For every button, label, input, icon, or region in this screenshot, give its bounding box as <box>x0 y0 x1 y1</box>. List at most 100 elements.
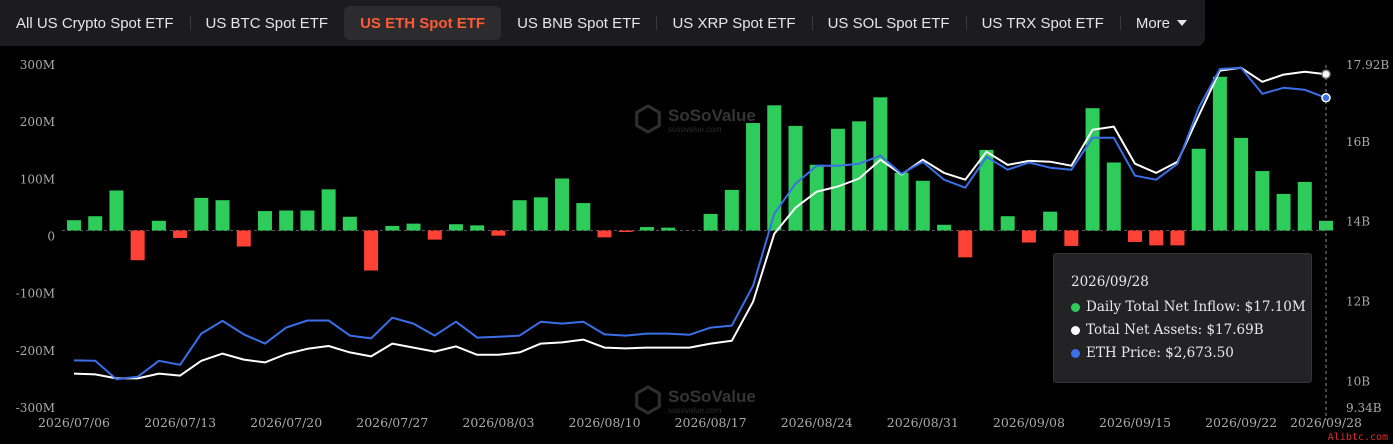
inflow-bar <box>937 224 952 231</box>
tooltip-inflow: Daily Total Net Inflow: $17.10M <box>1086 299 1306 315</box>
right-axis-tick-label: 9.34B <box>1346 401 1382 415</box>
right-axis-tick-label: 10B <box>1346 375 1370 389</box>
inflow-bar <box>109 190 124 231</box>
watermark-subtext: sosovalue.com <box>668 125 722 134</box>
inflow-bar <box>512 200 527 231</box>
inflow-bar <box>597 230 612 238</box>
left-axis-tick-label: -200M <box>16 344 55 358</box>
inflow-bar <box>576 203 591 231</box>
x-axis-tick-label: 2026/07/06 <box>38 415 110 430</box>
x-axis-tick-label: 2026/07/13 <box>144 415 216 430</box>
inflow-bar <box>1149 230 1164 246</box>
inflow-bar <box>236 230 251 247</box>
inflow-bar <box>88 216 103 231</box>
inflow-bar <box>342 216 357 231</box>
inflow-bar <box>321 189 336 231</box>
left-axis-tick-label: -300M <box>16 401 55 415</box>
inflow-bar <box>470 225 485 231</box>
inflow-bar <box>194 197 209 231</box>
inflow-bar <box>300 210 315 231</box>
inflow-bar <box>67 220 81 231</box>
tab-us-sol-spot-etf[interactable]: US SOL Spot ETF <box>811 6 966 40</box>
inflow-bar <box>1128 230 1143 242</box>
caret-down-icon <box>1177 20 1188 26</box>
watermark-text: SoSoValue <box>668 106 756 125</box>
inflow-bar <box>555 178 570 231</box>
inflow-bar <box>873 97 888 231</box>
inflow-bar <box>661 227 676 231</box>
left-axis-tick-label: 100M <box>20 172 55 186</box>
price-dot-icon <box>1071 348 1080 358</box>
inflow-bar <box>448 224 463 231</box>
inflow-bar <box>915 180 930 231</box>
etf-tab-bar: All US Crypto Spot ETF US BTC Spot ETF US … <box>0 0 1205 46</box>
sosovalue-logo-icon <box>635 385 661 415</box>
inflow-bar <box>1319 220 1333 231</box>
left-axis-tick-label: 300M <box>20 58 55 72</box>
inflow-bar <box>767 105 782 231</box>
sosovalue-logo-icon <box>635 104 661 134</box>
inflow-bar <box>830 128 845 231</box>
right-axis-tick-label: 16B <box>1346 135 1370 149</box>
x-axis-tick-label: 2026/07/27 <box>356 415 428 430</box>
tab-all-us-crypto-spot-etf[interactable]: All US Crypto Spot ETF <box>16 14 174 32</box>
left-axis-tick-label: 200M <box>20 115 55 129</box>
chart-tooltip: 2026/09/28 Daily Total Net Inflow: $17.1… <box>1053 253 1312 383</box>
inflow-bar <box>385 225 400 231</box>
x-axis-tick-label: 2026/08/24 <box>781 415 853 430</box>
x-axis-tick-label: 2026/09/15 <box>1099 415 1171 430</box>
tab-us-bnb-spot-etf[interactable]: US BNB Spot ETF <box>517 14 641 32</box>
inflow-bar <box>1170 230 1185 246</box>
inflow-bar <box>809 164 824 231</box>
inflow-bar <box>1297 181 1312 231</box>
tooltip-assets-row: Total Net Assets: $17.69B <box>1071 322 1264 338</box>
right-axis-tick-label: 12B <box>1346 295 1370 309</box>
x-axis-tick-label: 2026/08/31 <box>887 415 959 430</box>
inflow-bar <box>746 123 761 231</box>
inflow-bar <box>279 210 294 231</box>
inflow-bar <box>618 230 633 232</box>
left-axis-tick-label: -100M <box>16 287 55 301</box>
left-axis-tick-label: 0 <box>47 230 55 244</box>
inflow-bar <box>1021 230 1036 243</box>
tab-us-xrp-spot-etf[interactable]: US XRP Spot ETF <box>656 6 811 40</box>
tooltip-assets: Total Net Assets: $17.69B <box>1086 322 1264 338</box>
inflow-bar <box>703 213 718 231</box>
tooltip-price-row: ETH Price: $2,673.50 <box>1071 345 1234 361</box>
inflow-bar <box>1000 216 1015 231</box>
inflow-bar <box>1276 193 1291 231</box>
inflow-bar <box>151 220 166 231</box>
inflow-dot-icon <box>1071 302 1080 312</box>
x-axis-tick-label: 2026/08/17 <box>675 415 747 430</box>
x-axis-tick-label: 2026/07/20 <box>250 415 322 430</box>
tab-us-trx-spot-etf[interactable]: US TRX Spot ETF <box>965 6 1120 40</box>
assets-end-marker <box>1321 69 1331 79</box>
eth-price-line <box>73 66 1327 381</box>
inflow-bar <box>173 230 188 238</box>
watermark-text: SoSoValue <box>668 387 756 406</box>
tab-us-eth-spot-etf[interactable]: US ETH Spot ETF <box>344 6 502 40</box>
inflow-bar <box>1064 230 1079 246</box>
inflow-bar <box>958 230 973 258</box>
x-axis-tick-label: 2026/08/03 <box>462 415 534 430</box>
inflow-bar <box>1191 148 1206 231</box>
inflow-bar <box>364 230 379 271</box>
inflow-bar <box>1234 137 1249 231</box>
inflow-bar <box>1106 162 1121 231</box>
right-axis-tick-label: 14B <box>1346 215 1370 229</box>
tab-us-btc-spot-etf[interactable]: US BTC Spot ETF <box>189 6 345 40</box>
inflow-bar <box>215 200 230 231</box>
tooltip-inflow-row: Daily Total Net Inflow: $17.10M <box>1071 299 1306 315</box>
inflow-bar <box>1085 108 1100 231</box>
inflow-bar <box>1212 76 1227 231</box>
tooltip-date: 2026/09/28 <box>1071 274 1149 290</box>
x-axis-tick-label: 2026/09/22 <box>1205 415 1277 430</box>
inflow-bar <box>406 223 421 231</box>
inflow-bar <box>491 230 506 236</box>
inflow-bar <box>639 227 654 231</box>
watermark-subtext: sosovalue.com <box>668 406 722 415</box>
total-net-assets-line <box>73 66 1327 380</box>
more-tabs-dropdown[interactable]: More <box>1119 6 1203 40</box>
